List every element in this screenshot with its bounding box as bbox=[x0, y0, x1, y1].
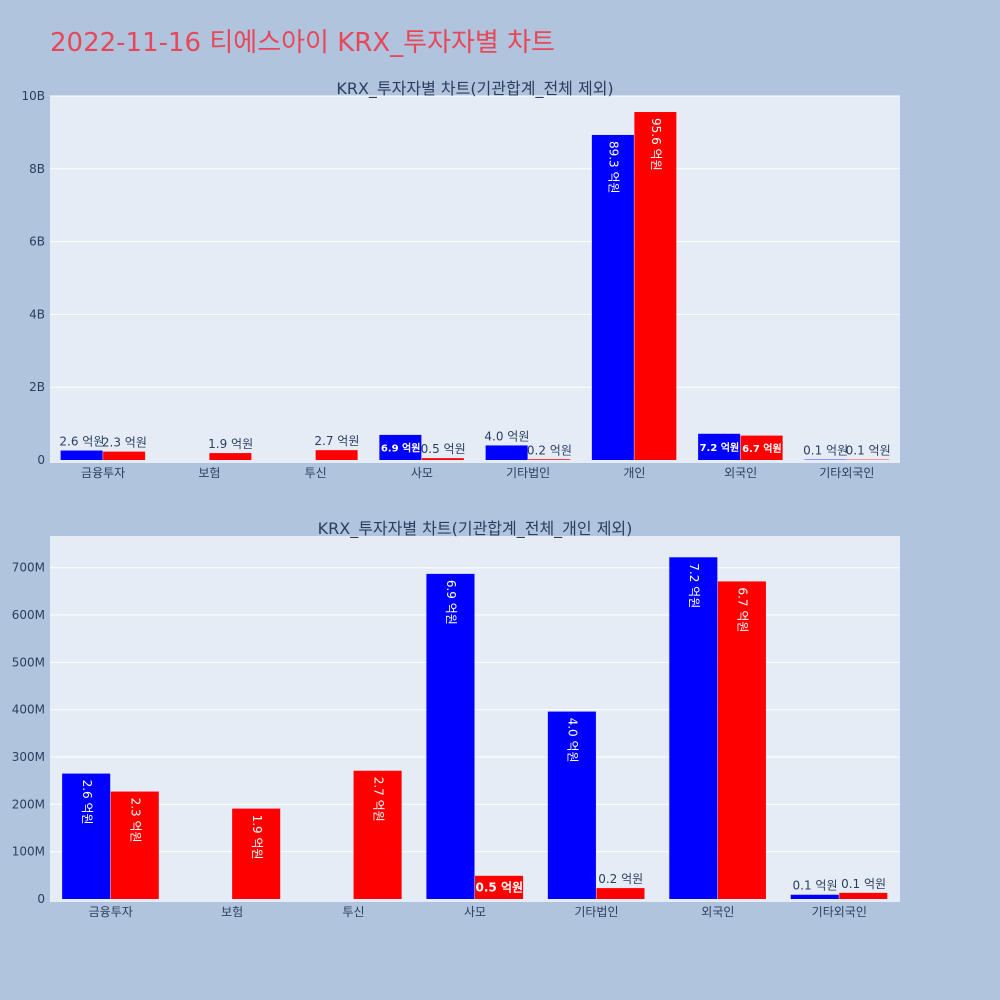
chart2-x-tick-label: 투신 bbox=[343, 905, 365, 919]
chart2-bar-series-red bbox=[110, 791, 159, 899]
chart2-x-tick-label: 금융투자 bbox=[89, 905, 133, 919]
chart2-bar-series-red bbox=[232, 808, 281, 899]
chart2-data-label: 2.6 억원 bbox=[80, 780, 94, 825]
chart1-data-label: 0.5 억원 bbox=[421, 442, 466, 456]
chart1-data-label: 2.3 억원 bbox=[102, 436, 147, 450]
chart2-data-label: 1.9 억원 bbox=[250, 815, 264, 860]
chart2-bar-series-blue bbox=[547, 711, 596, 899]
chart2-data-label: 6.7 억원 bbox=[736, 587, 750, 632]
chart1-x-tick-label: 금융투자 bbox=[81, 466, 125, 480]
chart1-bar-series-red bbox=[634, 112, 677, 461]
chart1-data-label: 6.9 억원 bbox=[381, 441, 421, 454]
chart2-bar-series-blue bbox=[669, 557, 718, 899]
chart1-data-label: 89.3 억원 bbox=[607, 141, 621, 194]
chart1-data-label: 0.1 억원 bbox=[846, 444, 891, 458]
chart1-y-tick-label: 4B bbox=[29, 307, 45, 321]
chart2-y-tick-label: 200M bbox=[12, 797, 45, 811]
chart2-x-tick-label: 보험 bbox=[221, 905, 243, 919]
chart1-data-label: 2.6 억원 bbox=[59, 435, 104, 449]
chart1-y-tick-label: 0 bbox=[37, 453, 45, 467]
chart1-y-tick-label: 8B bbox=[29, 162, 45, 176]
chart2-title: KRX_투자자별 차트(기관합계_전체_개인 제외) bbox=[318, 519, 633, 539]
chart2-data-label: 0.1 억원 bbox=[841, 877, 886, 891]
chart1-plot-area bbox=[50, 96, 900, 463]
chart2-bar-series-red bbox=[717, 581, 766, 899]
chart1-x-tick-label: 투신 bbox=[305, 466, 327, 480]
chart1-bar-series-blue bbox=[698, 433, 741, 460]
chart1-y-tick-label: 2B bbox=[29, 380, 45, 394]
chart1-bar-series-red bbox=[421, 458, 464, 460]
chart2-data-label: 0.5 억원 bbox=[476, 880, 524, 894]
chart1-x-tick-label: 기타외국인 bbox=[819, 466, 874, 480]
chart1-data-label: 1.9 억원 bbox=[208, 437, 253, 451]
chart2-x-tick-label: 기타법인 bbox=[574, 905, 618, 919]
chart2-bar-series-blue bbox=[62, 773, 111, 899]
chart2-y-tick-label: 600M bbox=[12, 608, 45, 622]
chart2-bar-series-red bbox=[475, 875, 524, 899]
chart1-bar-series-blue bbox=[485, 445, 528, 460]
chart1-x-tick-label: 기타법인 bbox=[506, 466, 550, 480]
chart2-data-label: 2.3 억원 bbox=[129, 798, 143, 843]
chart2-y-tick-label: 0 bbox=[37, 892, 45, 906]
chart1-bar-series-red bbox=[103, 451, 146, 460]
chart2-y-tick-label: 500M bbox=[12, 655, 45, 669]
chart1-x-tick-label: 사모 bbox=[411, 466, 433, 480]
chart1-y-tick-label: 6B bbox=[29, 235, 45, 249]
chart2-x-tick-label: 기타외국인 bbox=[812, 905, 867, 919]
chart2-y-tick-label: 400M bbox=[12, 703, 45, 717]
chart2-bar-series-blue bbox=[426, 573, 475, 899]
chart1-bar-series-blue bbox=[60, 450, 103, 460]
chart1-data-label: 6.7 억원 bbox=[742, 442, 782, 455]
chart2-data-label: 6.9 억원 bbox=[444, 580, 458, 625]
chart2-data-label: 0.2 억원 bbox=[598, 872, 643, 886]
chart2-data-label: 2.7 억원 bbox=[371, 777, 385, 822]
chart1-title: KRX_투자자별 차트(기관합계_전체 제외) bbox=[336, 79, 613, 99]
chart1-data-label: 2.7 억원 bbox=[314, 434, 359, 448]
page-title: 2022-11-16 티에스아이 KRX_투자자별 차트 bbox=[50, 28, 555, 58]
chart2-bar-series-red bbox=[353, 770, 402, 899]
chart1-data-label: 0.1 억원 bbox=[803, 444, 848, 458]
chart1-x-tick-label: 외국인 bbox=[724, 466, 757, 480]
chart2-data-label: 4.0 억원 bbox=[566, 718, 580, 763]
chart1-bar-series-red bbox=[209, 453, 252, 460]
chart1-data-label: 4.0 억원 bbox=[484, 429, 529, 443]
chart2-y-tick-label: 100M bbox=[12, 845, 45, 859]
chart2-x-tick-label: 외국인 bbox=[701, 905, 734, 919]
chart2-data-label: 0.1 억원 bbox=[793, 879, 838, 893]
chart2-bar-series-red bbox=[596, 888, 645, 899]
chart2-bar-series-blue bbox=[790, 894, 839, 899]
chart1-bar-series-blue bbox=[379, 434, 422, 460]
chart1-data-label: 0.2 억원 bbox=[527, 443, 572, 457]
chart2-bar-series-red bbox=[839, 892, 888, 899]
chart2-y-tick-label: 300M bbox=[12, 750, 45, 764]
chart1-bar-series-blue bbox=[591, 134, 634, 460]
chart2-data-label: 7.2 억원 bbox=[687, 563, 701, 608]
chart1-data-label: 95.6 억원 bbox=[649, 118, 663, 171]
chart1-x-tick-label: 개인 bbox=[623, 466, 645, 480]
chart2-plot-area bbox=[50, 536, 900, 902]
chart1-y-tick-label: 10B bbox=[21, 89, 45, 103]
chart1-data-label: 7.2 억원 bbox=[700, 441, 740, 454]
chart2-x-tick-label: 사모 bbox=[464, 905, 486, 919]
chart1-x-tick-label: 보험 bbox=[198, 466, 220, 480]
chart1-bar-series-red bbox=[528, 459, 571, 460]
chart1-bar-series-red bbox=[315, 450, 358, 460]
chart1-bar-series-red bbox=[740, 435, 783, 460]
chart2-y-tick-label: 700M bbox=[12, 561, 45, 575]
